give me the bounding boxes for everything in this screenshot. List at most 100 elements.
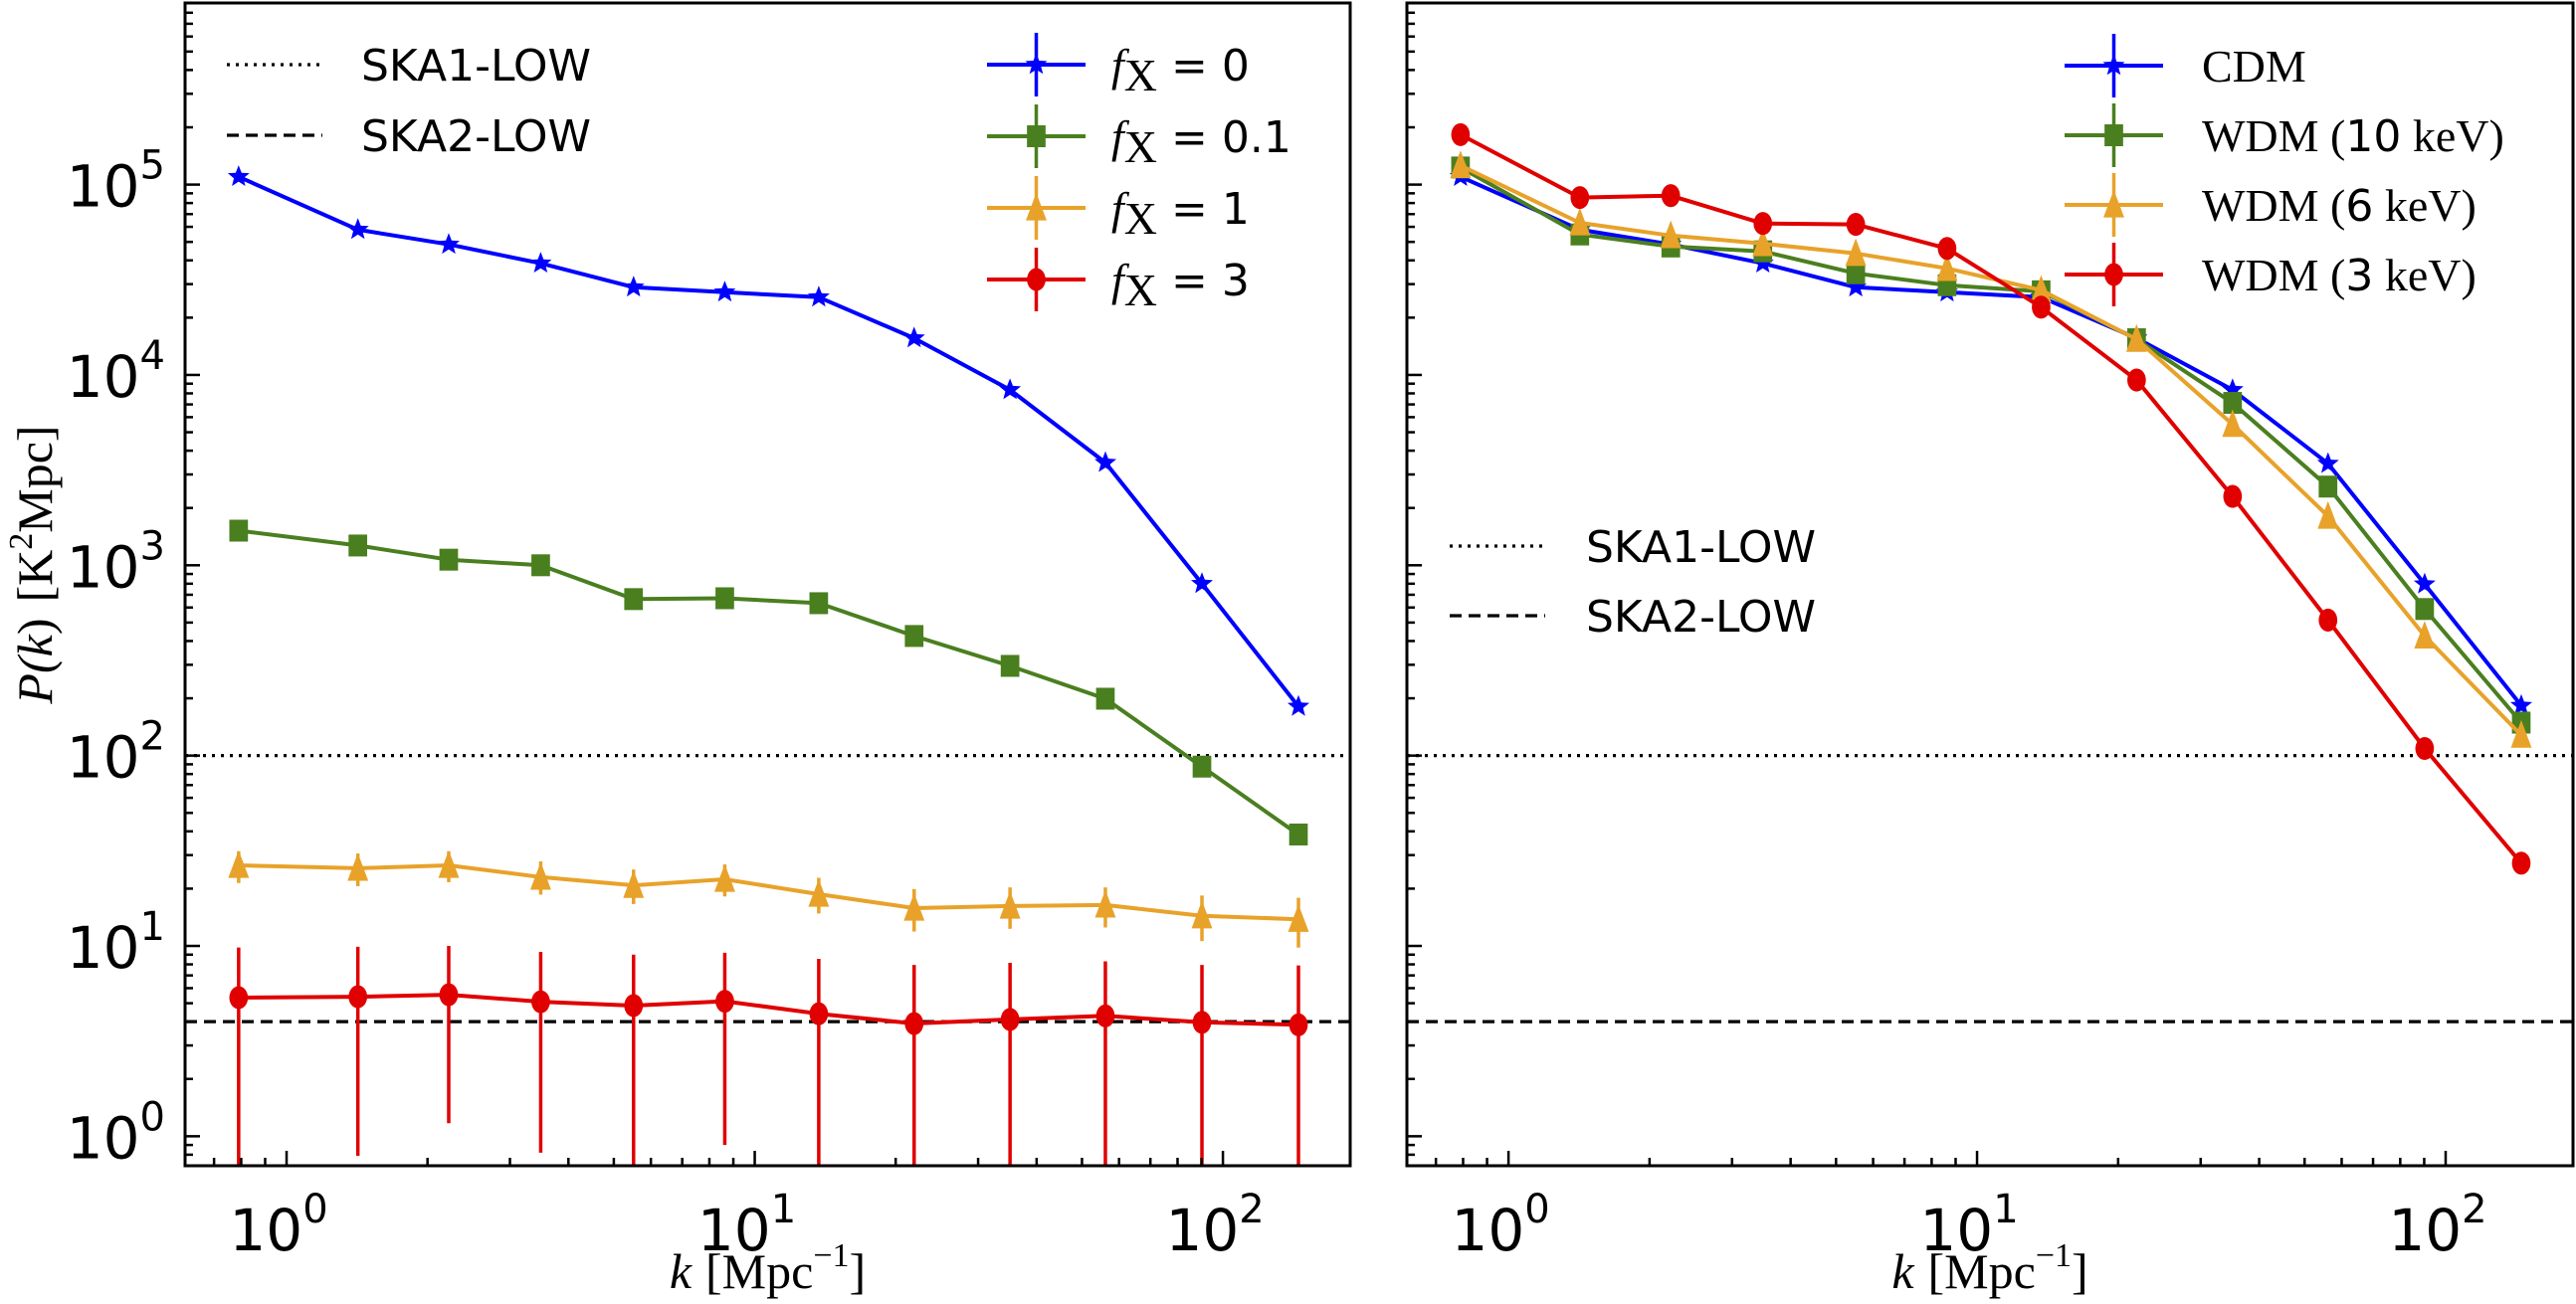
legend-label: fX = 3	[1111, 255, 1250, 315]
data-point	[531, 554, 550, 577]
data-point	[2316, 452, 2339, 473]
data-point	[228, 849, 250, 878]
series-line	[238, 863, 1299, 922]
series-fx-0	[227, 165, 1309, 716]
legend-entry: CDM	[2065, 34, 2306, 97]
series-line	[237, 174, 1300, 708]
data-point	[439, 548, 459, 571]
legend-ska-thresholds: SKA1-LOW SKA2-LOW	[1450, 522, 1816, 643]
data-point	[1845, 276, 1868, 297]
legend-label: CDM	[2202, 41, 2306, 92]
data-point	[438, 849, 460, 878]
data-point	[1752, 228, 1774, 257]
legend-label: fX = 1	[1111, 183, 1250, 244]
legend-label: WDM (10 keV)	[2202, 110, 2504, 162]
data-point	[2318, 475, 2338, 498]
legend-series: CDM WDM (10 keV) WDM (6 keV) WDM (3 keV)	[2065, 34, 2504, 306]
data-point	[1451, 122, 1471, 146]
data-point	[1846, 262, 1866, 284]
data-point	[2127, 368, 2146, 392]
data-point	[2511, 851, 2531, 875]
data-point	[2125, 323, 2147, 352]
legend-label: SKA2-LOW	[1586, 592, 1816, 643]
legend-entry: WDM (3 keV)	[2065, 243, 2477, 306]
data-point	[999, 890, 1021, 919]
series-wdm-3-kev-	[1451, 122, 2531, 875]
data-point	[2413, 572, 2436, 594]
data-point	[439, 983, 459, 1007]
plot-area	[185, 165, 1350, 1166]
y-tick-label: 104	[67, 333, 165, 411]
data-point	[903, 892, 925, 921]
data-point	[1000, 1008, 1020, 1031]
series-wdm-10-kev-	[1451, 156, 2531, 734]
x-axis-label: k [Mpc−1]	[1891, 1237, 2087, 1299]
data-point	[1095, 1004, 1115, 1027]
data-point	[624, 588, 644, 611]
data-point	[715, 587, 734, 610]
data-point	[1569, 207, 1591, 236]
data-point	[1846, 213, 1866, 237]
x-tick-label: 100	[229, 1187, 327, 1264]
axes-frame	[1405, 1, 2575, 1168]
y-tick-label: 101	[67, 904, 165, 982]
data-point	[2317, 500, 2339, 529]
data-point	[1000, 654, 1020, 677]
data-point	[1937, 237, 1957, 261]
series-line	[1459, 165, 2523, 724]
data-point	[1288, 694, 1309, 716]
data-point	[348, 534, 368, 557]
data-point	[531, 990, 550, 1014]
data-point	[2221, 378, 2244, 400]
legend-entry: SKA1-LOW	[227, 41, 591, 92]
data-point	[713, 280, 736, 302]
legend-marker-triangle-icon	[1026, 192, 1047, 221]
data-point	[2223, 484, 2243, 508]
data-point	[1570, 186, 1590, 210]
data-point	[1288, 823, 1308, 845]
data-point	[1450, 150, 1472, 179]
y-axis-label: P(k)[K2Mpc]	[3, 425, 63, 704]
data-point	[2223, 392, 2243, 415]
series-line	[238, 528, 1300, 837]
plot-area	[1407, 122, 2573, 1024]
data-point	[229, 986, 249, 1010]
legend-entry: WDM (6 keV)	[2065, 173, 2477, 237]
data-point	[2415, 598, 2435, 621]
series-fx-1	[228, 849, 1309, 948]
legend-entry: fX = 0	[987, 33, 1250, 100]
legend-entry: fX = 0.1	[987, 104, 1291, 172]
data-point	[808, 878, 830, 907]
data-point	[2510, 719, 2532, 748]
y-tick-label: 100	[67, 1094, 165, 1172]
legend-ska-thresholds: SKA1-LOW SKA2-LOW	[227, 41, 591, 162]
data-point	[713, 863, 735, 892]
data-point	[1845, 238, 1867, 267]
data-point	[347, 852, 369, 881]
data-point	[2510, 693, 2532, 715]
data-point	[715, 990, 734, 1014]
data-point	[2318, 608, 2338, 632]
x-tick-label: 102	[1165, 1187, 1264, 1264]
data-point	[902, 326, 925, 348]
data-point	[809, 1002, 829, 1025]
data-point	[2032, 295, 2051, 319]
series-line	[1459, 132, 2523, 865]
data-point	[1095, 687, 1115, 710]
legend-marker-triangle-icon	[2103, 189, 2124, 218]
data-point	[999, 378, 1022, 400]
data-point	[1288, 1013, 1308, 1036]
series-line	[238, 993, 1299, 1027]
data-point	[2030, 275, 2052, 303]
data-point	[229, 519, 249, 542]
data-point	[529, 252, 552, 273]
x-axis-label: k [Mpc−1]	[670, 1237, 866, 1299]
data-point	[1661, 184, 1681, 208]
data-point	[2415, 736, 2435, 761]
legend-label: fX = 0	[1111, 40, 1250, 100]
data-point	[904, 1012, 924, 1035]
x-tick-label: 101	[697, 1187, 796, 1264]
legend-label: WDM (3 keV)	[2202, 250, 2477, 301]
data-point	[1192, 1011, 1212, 1034]
legend-marker-circle-icon	[1027, 268, 1046, 291]
